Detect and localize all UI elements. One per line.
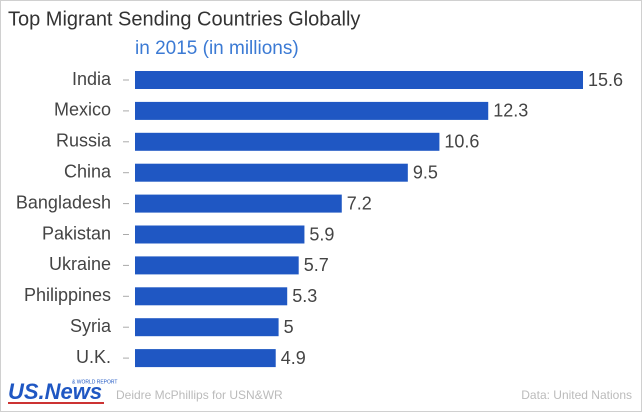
bar [135,318,279,337]
category-label: India [72,69,112,89]
value-label: 7.2 [347,193,372,213]
bar [135,163,408,182]
value-label: 15.6 [588,70,623,90]
value-label: 5.9 [309,224,334,244]
value-label: 5.7 [304,255,329,275]
category-label: U.K. [76,347,111,367]
value-label: 10.6 [444,132,479,152]
category-label: China [64,161,112,181]
source: Data: United Nations [521,388,632,402]
chart-title: Top Migrant Sending Countries Globally [8,8,360,30]
logo: US.News [8,379,102,404]
chart-subtitle: in 2015 (in millions) [135,38,299,59]
logo-small: & WORLD REPORT [72,379,117,385]
category-label: Mexico [54,100,111,120]
category-label: Bangladesh [16,192,111,212]
bar [135,225,305,244]
category-label: Ukraine [49,254,111,274]
value-label: 5 [284,317,294,337]
credit: Deidre McPhillips for USN&WR [116,388,283,402]
bar [135,132,440,151]
category-label: Pakistan [42,223,111,243]
category-label: Philippines [24,285,111,305]
bar [135,194,342,213]
bar [135,256,299,275]
value-label: 12.3 [493,101,528,121]
value-label: 4.9 [281,348,306,368]
bar [135,71,583,89]
category-label: Syria [70,316,112,336]
bar [135,287,288,306]
value-label: 5.3 [292,286,317,306]
category-label: Russia [56,131,112,151]
bar [135,101,489,120]
value-label: 9.5 [413,162,438,182]
bar [135,349,276,368]
